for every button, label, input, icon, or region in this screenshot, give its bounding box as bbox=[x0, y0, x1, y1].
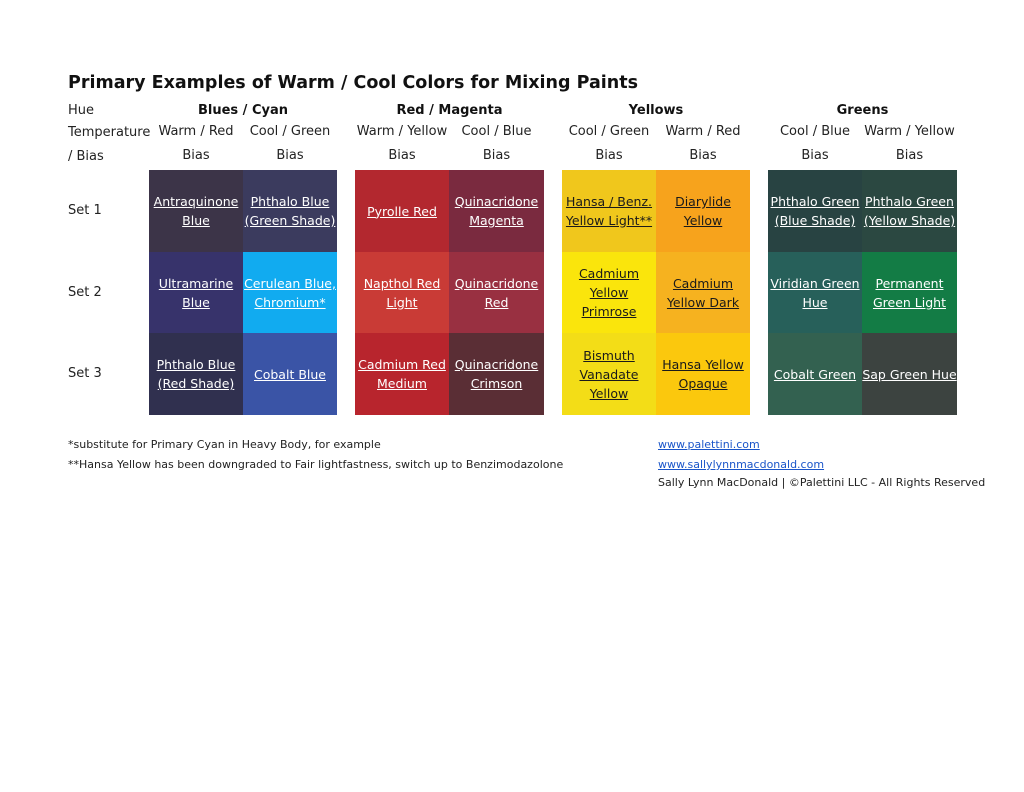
footnote-hansa-yellow: **Hansa Yellow has been downgraded to Fa… bbox=[68, 458, 564, 471]
swatch-link[interactable]: Napthol Red Light bbox=[363, 275, 441, 310]
swatch-yellows-set3-1: Bismuth Vanadate Yellow bbox=[562, 333, 656, 415]
label-temperature: Temperature bbox=[68, 125, 151, 140]
swatch-link[interactable]: Quinacridone Red bbox=[454, 275, 539, 310]
footnote-cyan-substitute: *substitute for Primary Cyan in Heavy Bo… bbox=[68, 438, 381, 451]
group-header-greens: Greens bbox=[836, 103, 889, 118]
page-title: Primary Examples of Warm / Cool Colors f… bbox=[68, 73, 639, 93]
swatch-reds-set2-2: Quinacridone Red bbox=[449, 252, 544, 333]
subheader-yellows-warm: Warm / Red Bias bbox=[665, 124, 741, 163]
swatch-link[interactable]: Diarylide Yellow bbox=[675, 194, 731, 228]
subheader-reds-cool: Cool / Blue Bias bbox=[461, 124, 532, 163]
swatch-link[interactable]: Permanent Green Light bbox=[872, 275, 947, 310]
swatch-link[interactable]: Cerulean Blue, Chromium* bbox=[244, 275, 336, 310]
link-palettini[interactable]: www.palettini.com bbox=[658, 438, 760, 451]
swatch-link[interactable]: Hansa / Benz. Yellow Light** bbox=[565, 194, 653, 228]
swatch-link[interactable]: Cadmium Yellow Primrose bbox=[578, 266, 640, 319]
subheader-blues-cool: Cool / Green Bias bbox=[249, 124, 331, 163]
swatch-link[interactable]: Cobalt Blue bbox=[254, 366, 326, 382]
swatch-link[interactable]: Phthalo Green (Yellow Shade) bbox=[863, 194, 956, 228]
subheader-greens-warm: Warm / Yellow Bias bbox=[864, 124, 955, 163]
swatch-greens-set1-2: Phthalo Green (Yellow Shade) bbox=[862, 170, 957, 252]
swatch-greens-set2-2: Permanent Green Light bbox=[862, 252, 957, 333]
swatch-greens-set3-2: Sap Green Hue bbox=[862, 333, 957, 415]
copyright-notice: Sally Lynn MacDonald | ©Palettini LLC - … bbox=[658, 476, 986, 489]
swatch-link[interactable]: Cobalt Green bbox=[773, 366, 857, 382]
swatch-yellows-set1-1: Hansa / Benz. Yellow Light** bbox=[562, 170, 656, 252]
swatch-link[interactable]: Hansa Yellow Opaque bbox=[662, 357, 744, 391]
swatch-blues-set2-2: Cerulean Blue, Chromium* bbox=[243, 252, 337, 333]
swatch-link[interactable]: Bismuth Vanadate Yellow bbox=[579, 347, 639, 401]
swatch-blues-set1-2: Phthalo Blue (Green Shade) bbox=[243, 170, 337, 252]
label-set-2: Set 2 bbox=[68, 285, 102, 300]
swatch-greens-set3-1: Cobalt Green bbox=[768, 333, 862, 415]
swatch-blues-set1-1: Antraquinone Blue bbox=[149, 170, 243, 252]
swatch-link[interactable]: Antraquinone Blue bbox=[153, 194, 239, 228]
swatch-link[interactable]: Pyrolle Red bbox=[367, 203, 437, 219]
swatch-link[interactable]: Phthalo Green (Blue Shade) bbox=[770, 194, 860, 228]
subheader-yellows-cool: Cool / Green Bias bbox=[568, 124, 650, 163]
swatch-link[interactable]: Sap Green Hue bbox=[862, 366, 957, 382]
link-sallylynnmacdonald[interactable]: www.sallylynnmacdonald.com bbox=[658, 458, 824, 471]
swatch-blues-set3-2: Cobalt Blue bbox=[243, 333, 337, 415]
swatch-link[interactable]: Cadmium Red Medium bbox=[358, 357, 446, 391]
swatch-reds-set3-1: Cadmium Red Medium bbox=[355, 333, 449, 415]
label-set-3: Set 3 bbox=[68, 366, 102, 381]
swatch-link[interactable]: Viridian Green Hue bbox=[770, 275, 860, 310]
subheader-blues-warm: Warm / Red Bias bbox=[158, 124, 234, 163]
swatch-link[interactable]: Cadmium Yellow Dark bbox=[666, 275, 740, 310]
swatch-yellows-set1-2: Diarylide Yellow bbox=[656, 170, 750, 252]
swatch-reds-set1-2: Quinacridone Magenta bbox=[449, 170, 544, 252]
swatch-greens-set1-1: Phthalo Green (Blue Shade) bbox=[768, 170, 862, 252]
label-set-1: Set 1 bbox=[68, 203, 102, 218]
swatch-link[interactable]: Quinacridone Crimson bbox=[454, 357, 539, 391]
group-header-blues: Blues / Cyan bbox=[197, 103, 289, 118]
swatch-yellows-set2-1: Cadmium Yellow Primrose bbox=[562, 252, 656, 333]
swatch-blues-set3-1: Phthalo Blue (Red Shade) bbox=[149, 333, 243, 415]
swatch-link[interactable]: Phthalo Blue (Red Shade) bbox=[156, 357, 236, 391]
swatch-link[interactable]: Phthalo Blue (Green Shade) bbox=[244, 194, 336, 228]
label-hue: Hue bbox=[68, 103, 95, 118]
group-header-reds: Red / Magenta bbox=[396, 103, 503, 118]
swatch-reds-set2-1: Napthol Red Light bbox=[355, 252, 449, 333]
swatch-yellows-set2-2: Cadmium Yellow Dark bbox=[656, 252, 750, 333]
swatch-yellows-set3-2: Hansa Yellow Opaque bbox=[656, 333, 750, 415]
subheader-greens-cool: Cool / Blue Bias bbox=[779, 124, 850, 163]
link-palettini-text[interactable]: www.palettini.com bbox=[658, 438, 760, 451]
swatch-reds-set3-2: Quinacridone Crimson bbox=[449, 333, 544, 415]
swatch-link[interactable]: Ultramarine Blue bbox=[158, 275, 234, 310]
link-sallylynnmacdonald-text[interactable]: www.sallylynnmacdonald.com bbox=[658, 458, 825, 471]
swatch-link[interactable]: Quinacridone Magenta bbox=[454, 194, 539, 228]
swatch-blues-set2-1: Ultramarine Blue bbox=[149, 252, 243, 333]
swatch-reds-set1-1: Pyrolle Red bbox=[355, 170, 449, 252]
label-bias: / Bias bbox=[68, 149, 104, 164]
swatch-greens-set2-1: Viridian Green Hue bbox=[768, 252, 862, 333]
subheader-reds-warm: Warm / Yellow Bias bbox=[356, 124, 448, 163]
group-header-yellows: Yellows bbox=[628, 103, 684, 118]
